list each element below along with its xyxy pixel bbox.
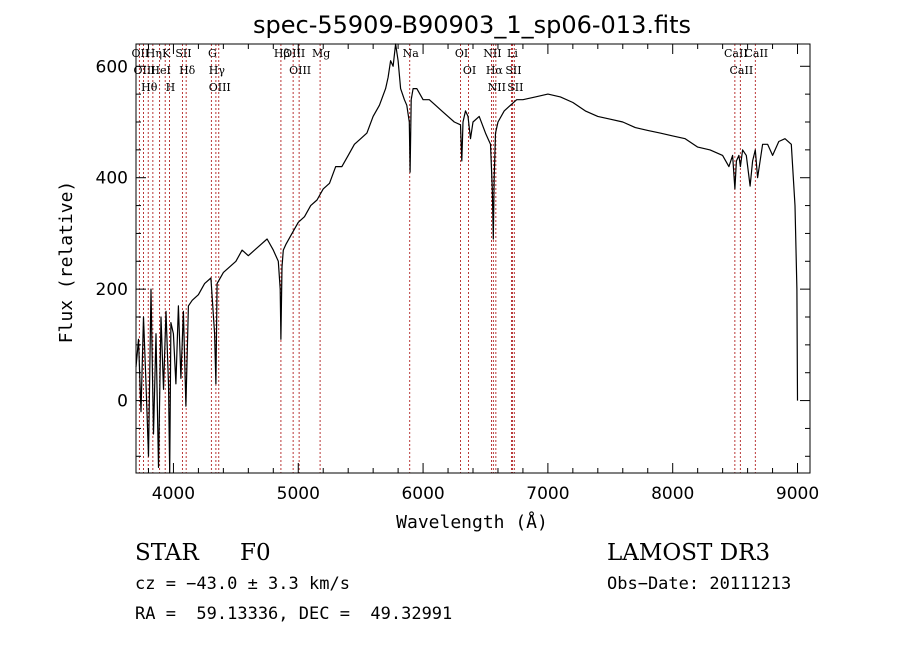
y-tick-label-2: 400 — [96, 169, 128, 189]
line-marker-label-12: Hβ — [274, 47, 290, 60]
line-marker-label-25: CaII — [724, 47, 748, 60]
line-marker-label-26: CaII — [730, 64, 754, 77]
object-class: STAR — [135, 540, 199, 566]
chart-title: spec-55909-B90903_1_sp06-013.fits — [253, 11, 691, 39]
line-marker-label-6: H — [166, 81, 176, 94]
spectrum-line — [135, 43, 799, 474]
coordinates: RA = 59.13336, DEC = 49.32991 — [135, 604, 453, 624]
line-marker-label-0: Hθ — [141, 81, 158, 94]
spectrum-chart: spec-55909-B90903_1_sp06-013.fits OIIOII… — [56, 11, 819, 533]
y-tick-label-3: 600 — [96, 57, 128, 77]
line-marker-label-4: K — [162, 47, 171, 60]
x-tick-label-1: 5000 — [277, 484, 320, 504]
line-marker-label-7: SII — [175, 47, 191, 60]
line-marker-label-18: OI — [463, 64, 476, 77]
line-marker-label-14: OIII — [289, 64, 311, 77]
line-marker-label-5: HeI — [150, 64, 170, 77]
line-marker-label-13: OIII — [283, 47, 305, 60]
x-tick-label-5: 9000 — [776, 484, 819, 504]
object-subclass: F0 — [240, 540, 271, 566]
line-marker-label-21: NII — [488, 81, 506, 94]
line-marker-label-27: CaII — [744, 47, 768, 60]
line-marker-label-11: G — [208, 47, 217, 60]
x-tick-label-3: 7000 — [526, 484, 569, 504]
line-marker-label-24: SII — [507, 81, 523, 94]
line-marker-label-2: OIII — [133, 64, 155, 77]
y-axis: 0 200 400 600 — [96, 57, 810, 457]
line-marker-label-17: OI — [455, 47, 468, 60]
line-marker-label-15: Mg — [312, 47, 330, 60]
line-marker-label-22: SII — [505, 64, 521, 77]
y-axis-label: Flux (relative) — [56, 181, 77, 344]
line-marker-label-10: Hγ — [209, 64, 226, 77]
line-marker-label-3: Hη — [146, 47, 162, 60]
y-tick-label-1: 200 — [96, 280, 128, 300]
observation-date: Obs−Date: 20111213 — [607, 574, 792, 594]
line-marker-labels: OIIOIIIHθHηHeIKHSIIHδGHγOIIIHβOIIIOIIIMg… — [132, 47, 769, 94]
line-markers — [138, 44, 756, 473]
line-marker-label-9: OIII — [209, 81, 231, 94]
x-axis: 4000 5000 6000 7000 8000 9000 — [147, 44, 819, 504]
line-marker-label-16: Na — [403, 47, 420, 60]
y-tick-label-0: 0 — [117, 392, 128, 412]
survey-name: LAMOST DR3 — [607, 540, 771, 566]
line-marker-label-8: Hδ — [179, 64, 196, 77]
x-axis-label: Wavelength (Å) — [396, 511, 548, 533]
x-tick-label-2: 6000 — [401, 484, 444, 504]
line-marker-label-19: Hα — [486, 64, 504, 77]
line-marker-label-20: NII — [483, 47, 501, 60]
x-tick-label-4: 8000 — [651, 484, 694, 504]
x-tick-label-0: 4000 — [152, 484, 195, 504]
line-marker-label-23: Li — [507, 47, 518, 60]
redshift-velocity: cz = −43.0 ± 3.3 km/s — [135, 574, 350, 594]
